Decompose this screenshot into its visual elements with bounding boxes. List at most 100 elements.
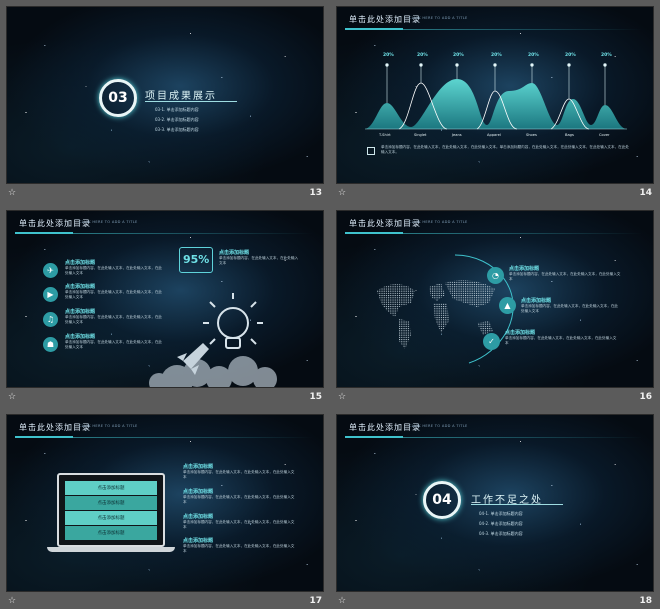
laptop-screen-row: 点击添加标题 [65, 496, 157, 510]
header-subtitle: CLICK HERE TO ADD A TITLE [409, 220, 468, 224]
slide-thumbnail-14[interactable]: 单击此处添加目录 CLICK HERE TO ADD A TITLE [336, 6, 654, 206]
item-text: 单击添加标题内容，在此处输入文本，在此处输入文本，在此处输入文本 [65, 340, 163, 349]
slide-thumbnail-13[interactable]: 03 项目成果展示 03-1. 单击添加标题内容 03-2. 单击添加标题内容 … [6, 6, 324, 206]
rocket-icon: ▲ [499, 297, 516, 314]
header-accent-bar [345, 28, 403, 30]
pointer-lines [385, 63, 607, 105]
header-accent-bar [345, 232, 403, 234]
header-subtitle: CLICK HERE TO ADD A TITLE [79, 424, 138, 428]
header-line [403, 29, 643, 30]
section-item: 03-3. 单击添加标题内容 [155, 127, 199, 132]
star-icon[interactable]: ☆ [338, 392, 347, 402]
section-item: 04-2. 单击添加标题内容 [479, 521, 523, 526]
section-title-underline [471, 504, 563, 505]
pie-chart-icon: ◔ [487, 267, 504, 284]
header-subtitle: CLICK HERE TO ADD A TITLE [409, 424, 468, 428]
slide-number: 15 [309, 392, 322, 402]
slide-16-canvas: 单击此处添加目录 CLICK HERE TO ADD A TITLE ◔ 点击 [336, 210, 654, 388]
section-number-circle: 03 [99, 79, 137, 117]
slide-header: 单击此处添加目录 CLICK HERE TO ADD A TITLE [337, 415, 653, 439]
star-icon[interactable]: ☆ [8, 392, 17, 402]
percent-callout [179, 247, 213, 273]
header-accent-bar [345, 436, 403, 438]
percent-label: 20% [453, 53, 464, 58]
slide-14-canvas: 单击此处添加目录 CLICK HERE TO ADD A TITLE [336, 6, 654, 184]
category-label: Jeans [452, 133, 462, 137]
header-subtitle: CLICK HERE TO ADD A TITLE [409, 16, 468, 20]
percent-label: 20% [528, 53, 539, 58]
percent-label: 20% [491, 53, 502, 58]
slide-number: 16 [639, 392, 652, 402]
item-title: 点击添加标题 [521, 298, 552, 304]
item-title: 点击添加标题 [183, 464, 214, 470]
slide-thumbnail-18[interactable]: 单击此处添加目录 CLICK HERE TO ADD A TITLE 04 工作… [336, 414, 654, 609]
item-text: 单击添加标题内容，在此处输入文本，在此处输入文本，在此处输入文本 [183, 520, 295, 529]
percent-label: 20% [417, 53, 428, 58]
callout-text: 单击添加标题内容，在此处输入文本，在此处输入文本 [219, 256, 299, 265]
world-map-illustration [377, 254, 514, 364]
section-title: 项目成果展示 [145, 91, 217, 102]
item-title: 点击添加标题 [65, 334, 96, 340]
slide-thumbnail-16[interactable]: 单击此处添加目录 CLICK HERE TO ADD A TITLE ◔ 点击 [336, 210, 654, 410]
wave-outline [398, 82, 448, 130]
percent-label: 20% [383, 53, 394, 58]
slide-number: 17 [309, 596, 322, 606]
slide-18-canvas: 单击此处添加目录 CLICK HERE TO ADD A TITLE 04 工作… [336, 414, 654, 592]
group-icon: ☗ [43, 337, 58, 352]
slide-number: 13 [309, 188, 322, 198]
item-title: 点击添加标题 [65, 309, 96, 315]
lightbulb-rocket-illustration [149, 293, 277, 387]
section-title: 工作不足之处 [471, 495, 543, 506]
callout-title: 点击添加标题 [219, 250, 250, 256]
header-title: 单击此处添加目录 [19, 423, 91, 432]
section-number: 03 [108, 90, 128, 106]
item-title: 点击添加标题 [183, 489, 214, 495]
slide-15-canvas: 单击此处添加目录 CLICK HERE TO ADD A TITLE ✈ 点击添… [6, 210, 324, 388]
category-label: Cover [599, 133, 610, 137]
wave-outline [476, 90, 518, 130]
header-title: 单击此处添加目录 [19, 219, 91, 228]
section-number-circle: 04 [423, 481, 461, 519]
item-text: 单击添加标题内容，在此处输入文本，在此处输入文本，在此处输入文本 [183, 544, 295, 553]
star-icon[interactable]: ☆ [8, 188, 17, 198]
header-title: 单击此处添加目录 [349, 423, 421, 432]
laptop-screen-row: 点击添加标题 [65, 481, 157, 495]
slide-number: 14 [639, 188, 652, 198]
item-text: 单击添加标题内容，在此处输入文本，在此处输入文本，在此处输入文本 [65, 266, 163, 275]
header-line [403, 233, 643, 234]
star-icon[interactable]: ☆ [338, 596, 347, 606]
item-text: 单击添加标题内容，在此处输入文本，在此处输入文本，在此处输入文本 [509, 272, 621, 281]
slide-13-canvas: 03 项目成果展示 03-1. 单击添加标题内容 03-2. 单击添加标题内容 … [6, 6, 324, 184]
percent-label: 20% [601, 53, 612, 58]
section-item: 03-1. 单击添加标题内容 [155, 107, 199, 112]
item-text: 单击添加标题内容，在此处输入文本，在此处输入文本，在此处输入文本 [183, 470, 295, 479]
item-text: 单击添加标题内容，在此处输入文本，在此处输入文本，在此处输入文本 [505, 336, 617, 345]
percent-value: 95% [183, 253, 210, 266]
category-label: Shoes [526, 133, 537, 137]
section-number: 04 [432, 492, 452, 508]
item-title: 点击添加标题 [505, 330, 536, 336]
header-subtitle: CLICK HERE TO ADD A TITLE [79, 220, 138, 224]
wave-chart [365, 63, 627, 130]
header-title: 单击此处添加目录 [349, 219, 421, 228]
category-label: Apparel [487, 133, 501, 137]
item-text: 单击添加标题内容，在此处输入文本，在此处输入文本，在此处输入文本 [65, 290, 163, 299]
slide-thumbnail-17[interactable]: 单击此处添加目录 CLICK HERE TO ADD A TITLE 点击添加标… [6, 414, 324, 609]
slide-thumbnail-15[interactable]: 单击此处添加目录 CLICK HERE TO ADD A TITLE ✈ 点击添… [6, 210, 324, 410]
star-icon[interactable]: ☆ [8, 596, 17, 606]
section-title-underline [145, 101, 237, 102]
item-text: 单击添加标题内容，在此处输入文本，在此处输入文本，在此处输入文本 [65, 315, 163, 324]
header-accent-bar [15, 436, 73, 438]
header-title: 单击此处添加目录 [349, 15, 421, 24]
slide-header: 单击此处添加目录 CLICK HERE TO ADD A TITLE [337, 7, 653, 31]
laptop-illustration: 点击添加标题 点击添加标题 点击添加标题 点击添加标题 [57, 473, 165, 547]
item-text: 单击添加标题内容，在此处输入文本，在此处输入文本，在此处输入文本 [183, 495, 295, 504]
laptop-base [47, 547, 175, 552]
star-icon[interactable]: ☆ [338, 188, 347, 198]
section-item: 03-2. 单击添加标题内容 [155, 117, 199, 122]
document-icon [367, 147, 375, 155]
header-line [403, 437, 643, 438]
header-line [73, 233, 313, 234]
laptop-screen-row: 点击添加标题 [65, 526, 157, 540]
slide-header: 单击此处添加目录 CLICK HERE TO ADD A TITLE [337, 211, 653, 235]
